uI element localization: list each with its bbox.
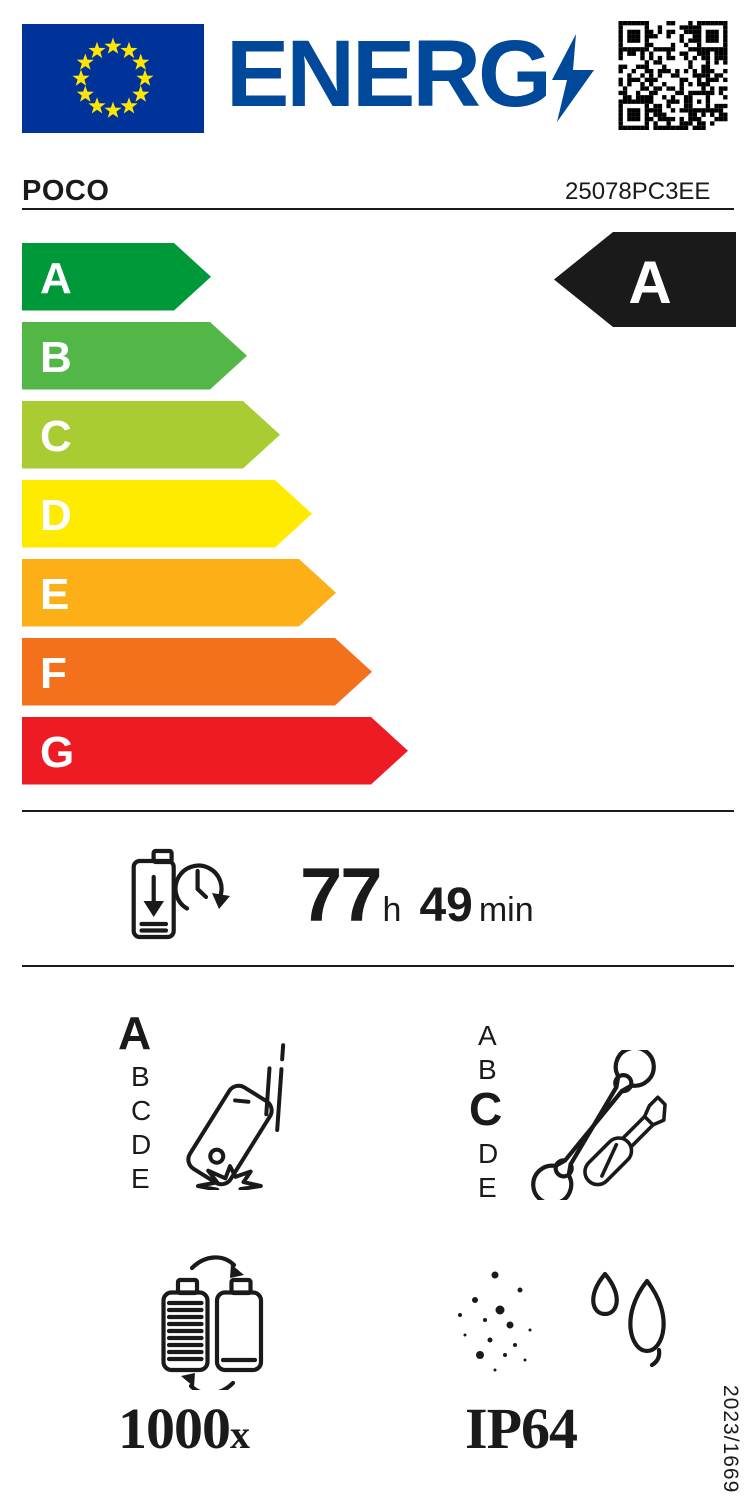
svg-text:D: D [40,491,72,540]
svg-text:C: C [40,412,72,461]
svg-text:E: E [40,570,69,619]
svg-text:A: A [40,254,72,303]
svg-text:B: B [40,333,72,382]
svg-text:A: A [628,249,671,316]
svg-text:F: F [40,649,67,698]
svg-text:G: G [40,728,74,777]
